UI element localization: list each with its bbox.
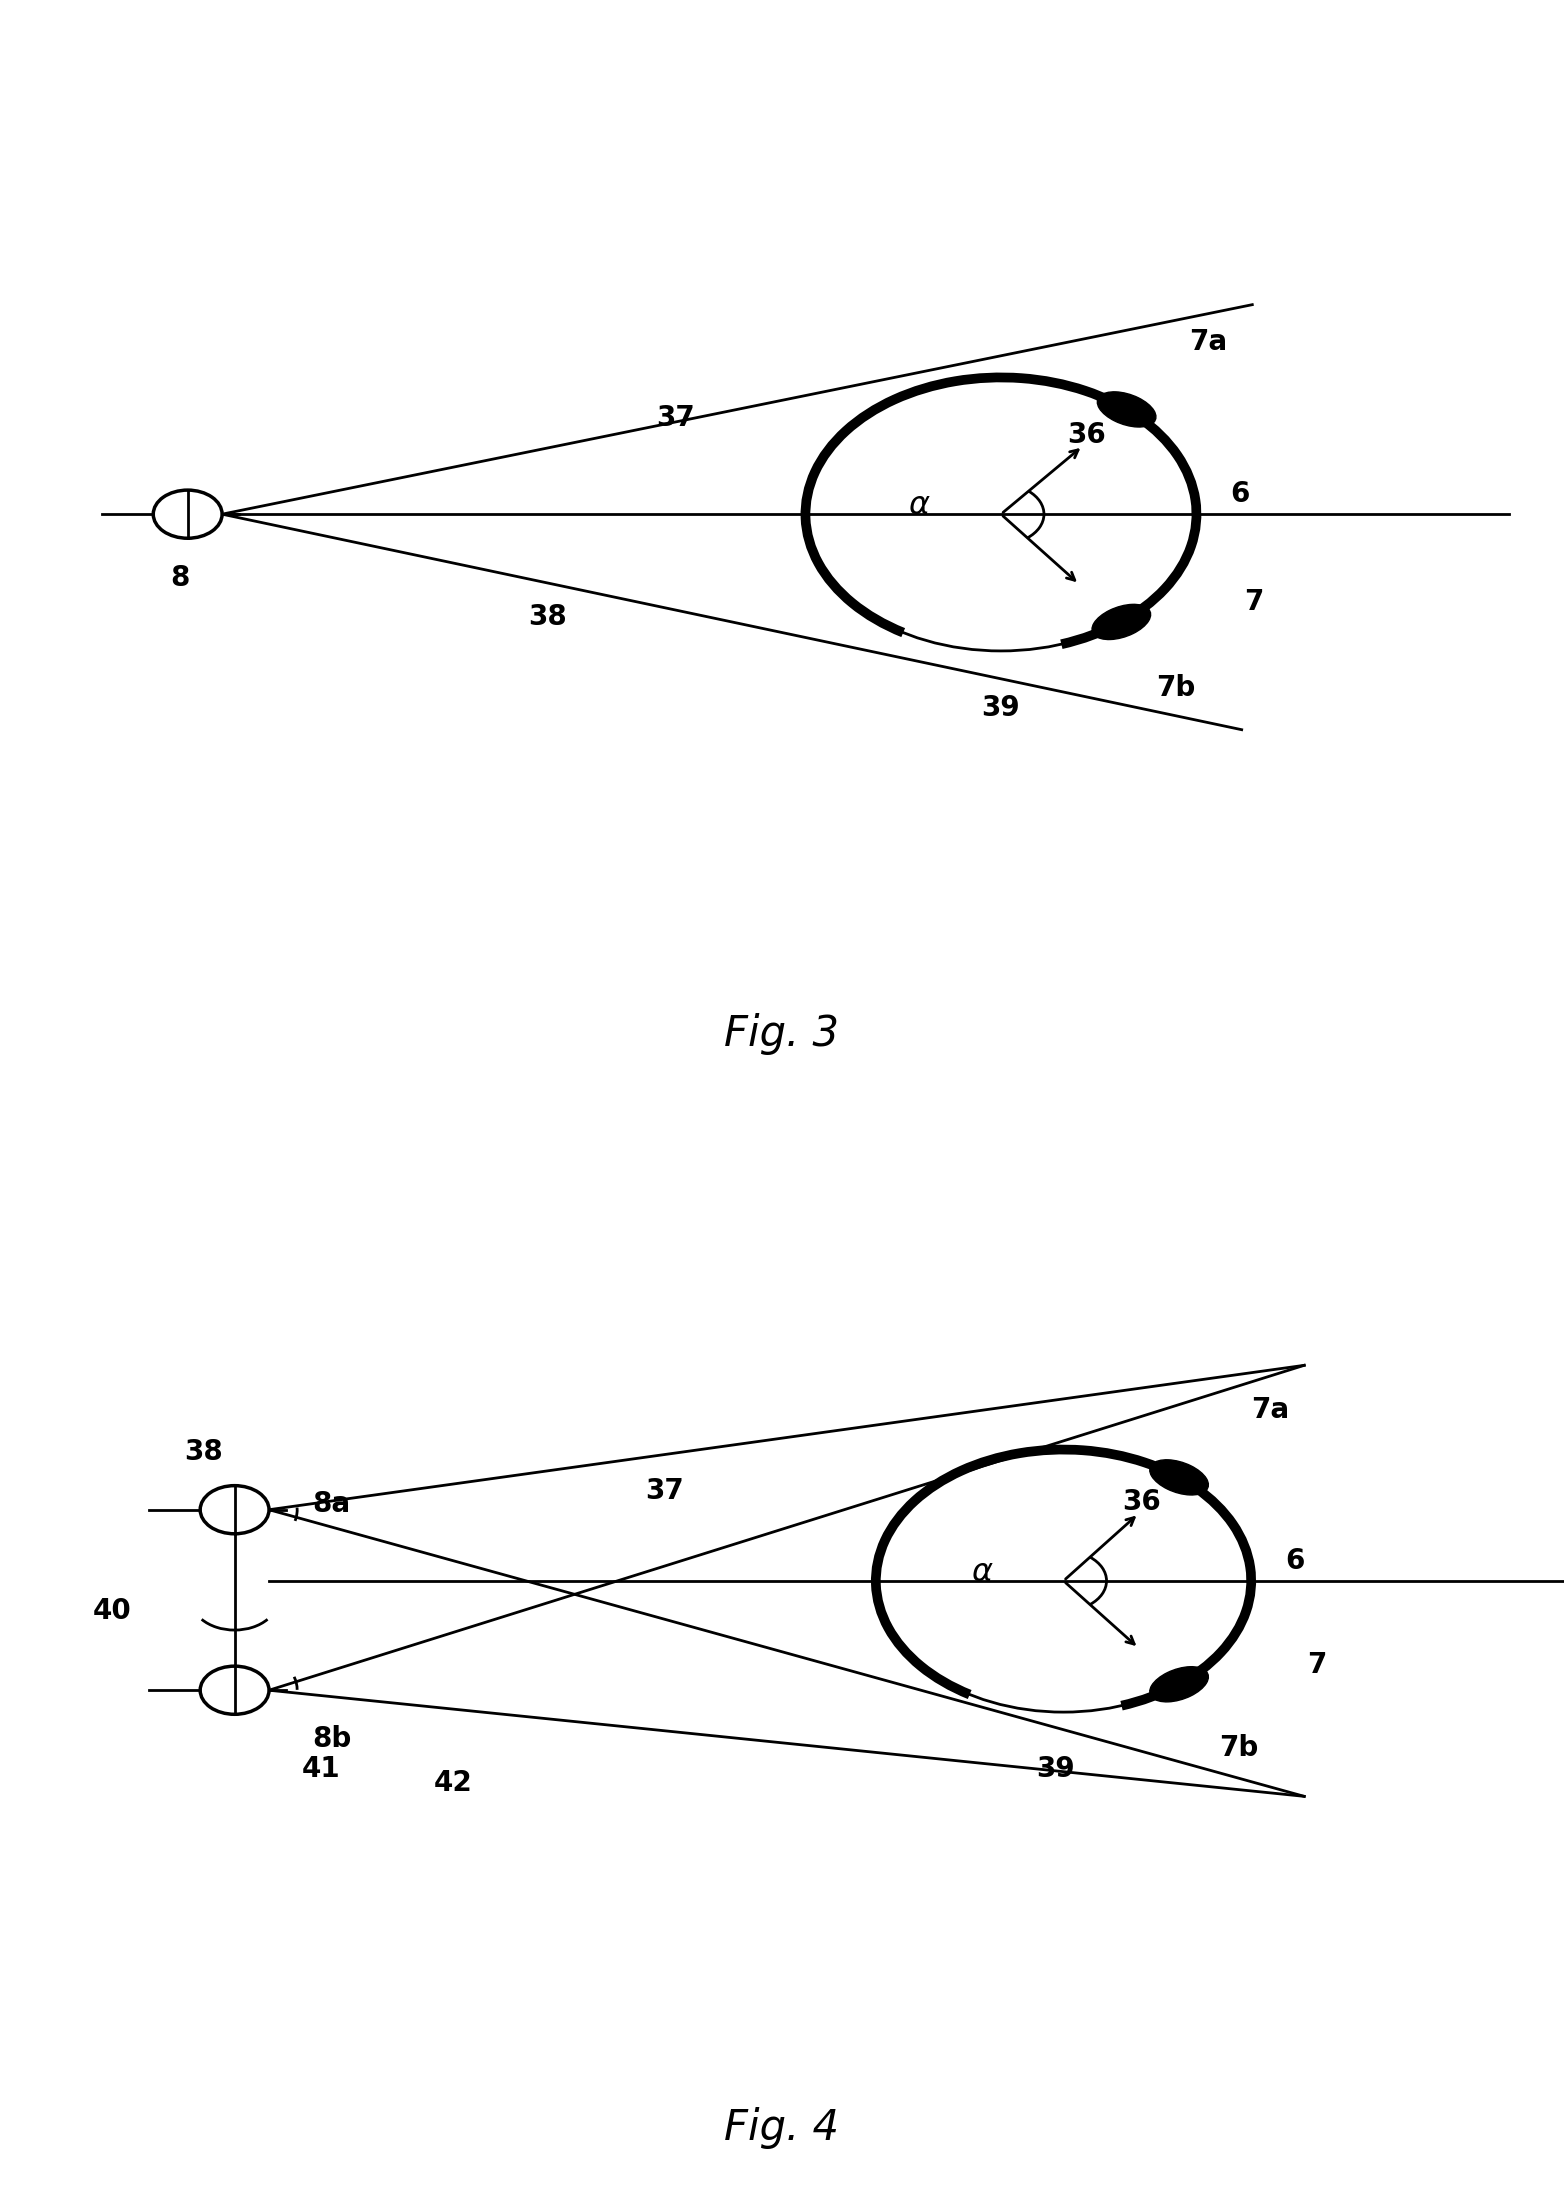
Text: 42: 42 [435,1770,472,1796]
Text: 41: 41 [302,1755,339,1783]
Ellipse shape [1150,1459,1209,1494]
Text: Fig. 4: Fig. 4 [724,2107,840,2149]
Text: 6: 6 [1286,1547,1304,1575]
Text: 40: 40 [94,1597,131,1626]
Text: Fig. 3: Fig. 3 [724,1013,840,1055]
Ellipse shape [1092,604,1151,639]
Text: 39: 39 [982,694,1020,722]
Text: 7a: 7a [1189,328,1228,357]
Text: 38: 38 [185,1438,222,1466]
Circle shape [153,490,222,538]
Text: 8a: 8a [313,1490,350,1518]
Text: 37: 37 [646,1477,683,1505]
Text: 6: 6 [1231,481,1250,508]
Text: 38: 38 [529,604,566,632]
Ellipse shape [1150,1667,1209,1702]
Text: 7: 7 [1308,1650,1326,1678]
Text: 7b: 7b [1218,1733,1257,1761]
Text: 8: 8 [170,565,189,591]
Text: 7: 7 [1245,589,1264,617]
Text: $\alpha$: $\alpha$ [971,1556,993,1588]
Circle shape [200,1667,269,1715]
Text: 36: 36 [1123,1488,1160,1516]
Text: $\alpha$: $\alpha$ [909,490,931,521]
Text: 7b: 7b [1156,674,1196,702]
Text: 8b: 8b [311,1726,352,1753]
Text: 36: 36 [1068,422,1106,449]
Ellipse shape [1098,392,1156,427]
Text: 37: 37 [657,405,694,431]
Text: 39: 39 [1037,1755,1074,1783]
Text: 7a: 7a [1251,1396,1289,1424]
Circle shape [200,1486,269,1534]
